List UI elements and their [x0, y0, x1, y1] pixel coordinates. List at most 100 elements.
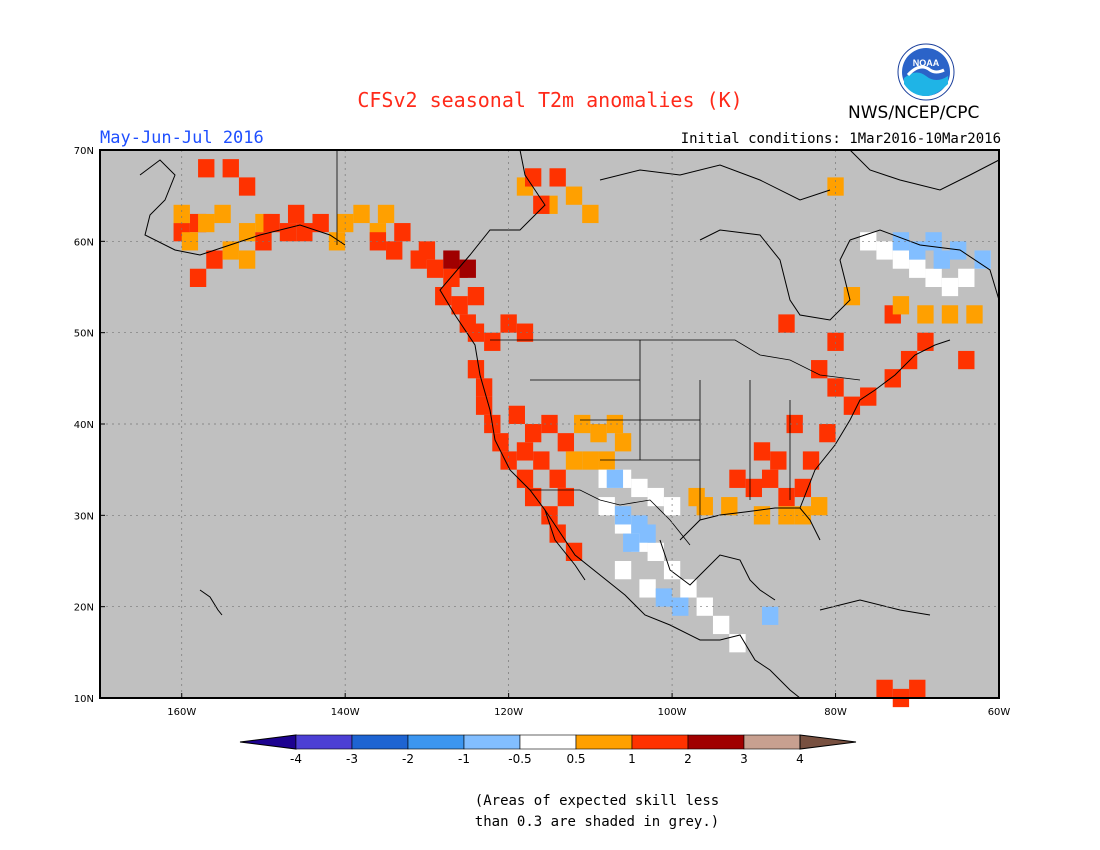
mexico-blue-cell	[655, 588, 673, 607]
lat-tick-label: 30N	[74, 511, 94, 522]
lat-tick-label: 70N	[74, 146, 94, 157]
southwest-white-cell	[663, 497, 681, 516]
labrador-blue-cell	[933, 250, 950, 269]
southwest-white-cell	[712, 615, 730, 635]
skill-note: (Areas of expected skill less than 0.3 a…	[0, 791, 1100, 833]
west-coast-red-cell	[516, 442, 534, 461]
southwest-white-cell	[680, 579, 697, 598]
southeast-red-cell	[811, 360, 828, 379]
quebec-orange-cell	[941, 305, 959, 324]
gulf-orange-cell	[811, 497, 828, 516]
mexico-blue-cell	[672, 597, 689, 616]
alaska-west-red-cell	[198, 159, 215, 178]
lon-tick-label: 120W	[494, 707, 523, 718]
canada-arctic-red-cell	[533, 195, 550, 214]
cuba	[819, 599, 931, 616]
quebec-orange-cell	[892, 296, 910, 315]
quebec-orange-cell	[843, 287, 861, 306]
initial-conditions: Initial conditions: 1Mar2016-10Mar2016	[680, 131, 1001, 147]
agency-label: NWS/NCEP/CPC	[848, 103, 980, 123]
alaska-west-red-cell	[238, 177, 256, 196]
canada-arctic-orange-cell	[565, 186, 583, 205]
west-coast-red-cell	[508, 405, 525, 424]
alaska-coast	[139, 159, 346, 256]
southeast-red-cell	[745, 478, 762, 498]
baja	[544, 509, 586, 581]
lon-tick-label: 100W	[658, 707, 687, 718]
southeast-red-cell	[770, 451, 787, 470]
bc-red-cell	[516, 323, 534, 342]
labrador-white-cell	[941, 277, 959, 297]
south-america-red-cell	[876, 679, 893, 698]
west-coast-red-cell	[557, 487, 575, 507]
southwest-white-cell	[598, 497, 615, 516]
graticule	[100, 150, 999, 698]
alaska-red-south-cell	[279, 223, 297, 242]
west-coast-red-cell	[557, 433, 575, 452]
alaska-orange-cell	[222, 241, 239, 260]
mexico-blue-cell	[623, 533, 640, 552]
lon-tick-label: 160W	[167, 707, 196, 718]
southeast-red-cell	[819, 424, 836, 443]
great-basin-orange-cell	[606, 414, 624, 434]
alaska-red-south-cell	[263, 213, 280, 233]
labrador-blue-cell	[892, 232, 910, 251]
mexico-blue-cell	[761, 606, 779, 625]
us-mexico-border	[530, 489, 691, 546]
canada-arctic-red-cell	[524, 168, 542, 187]
southeast-red-cell	[827, 378, 844, 397]
lat-tick-label: 40N	[74, 420, 94, 431]
southeast-red-cell	[753, 442, 771, 461]
bc-red-cell	[386, 241, 403, 260]
canada-arctic-orange-cell	[582, 204, 599, 224]
great-basin-orange-cell	[565, 451, 583, 470]
west-coast-red-cell	[541, 414, 558, 434]
colorbar-box	[351, 734, 409, 750]
alaska-orange-cell	[173, 204, 190, 224]
bc-red-cell	[467, 323, 485, 342]
alaska-orange-cell	[181, 232, 199, 251]
southwest-white-cell	[647, 542, 664, 561]
arctic-islands	[599, 164, 831, 201]
labrador-white-cell	[876, 241, 893, 260]
labrador-coast	[849, 229, 1000, 301]
lat-tick-label: 50N	[74, 329, 94, 340]
skill-note-line-2: than 0.3 are shaded in grey.)	[474, 814, 720, 830]
labrador-white-cell	[925, 268, 942, 287]
southeast-red-cell	[778, 314, 795, 333]
colorbar-label: -3	[346, 752, 358, 766]
colorbar-box	[519, 734, 577, 750]
great-basin-orange-cell	[582, 451, 599, 470]
colorbar-label: -4	[290, 752, 302, 766]
great-basin-orange-cell	[598, 451, 615, 470]
colorbar-box	[687, 734, 745, 750]
west-coast-red-cell	[549, 524, 566, 543]
southwest-white-cell	[696, 597, 713, 616]
southwest-white-cell	[631, 478, 648, 498]
alaska-west-red-cell	[206, 250, 223, 269]
bc-red-cell	[426, 259, 444, 278]
anomaly-cells	[173, 159, 991, 708]
southwest-white-cell	[639, 579, 656, 598]
state-lines	[530, 340, 791, 520]
colorbar-box	[743, 734, 801, 750]
map-title: CFSv2 seasonal T2m anomalies (K)	[357, 88, 743, 112]
colorbar-label: -0.5	[508, 752, 531, 766]
logo-text: NOAA	[913, 58, 940, 68]
colorbar-box	[575, 734, 633, 750]
us-east-coast	[799, 339, 951, 509]
lon-tick-label: 60W	[988, 707, 1011, 718]
alaska-orange-cell	[238, 223, 256, 242]
forecast-period: May-Jun-Jul 2016	[100, 128, 264, 148]
labrador-white-cell	[958, 268, 975, 287]
alaska-orange-cell	[214, 204, 231, 224]
southwest-white-cell	[614, 561, 632, 580]
colorbar-label: 0.5	[566, 752, 585, 766]
mexico-blue-cell	[606, 469, 624, 488]
lat-tick-label: 10N	[74, 694, 94, 705]
gulf-orange-cell	[778, 506, 795, 525]
bc-red-cell	[467, 287, 485, 306]
colorbar-box	[295, 734, 353, 750]
alaska-west-red-cell	[189, 268, 207, 287]
